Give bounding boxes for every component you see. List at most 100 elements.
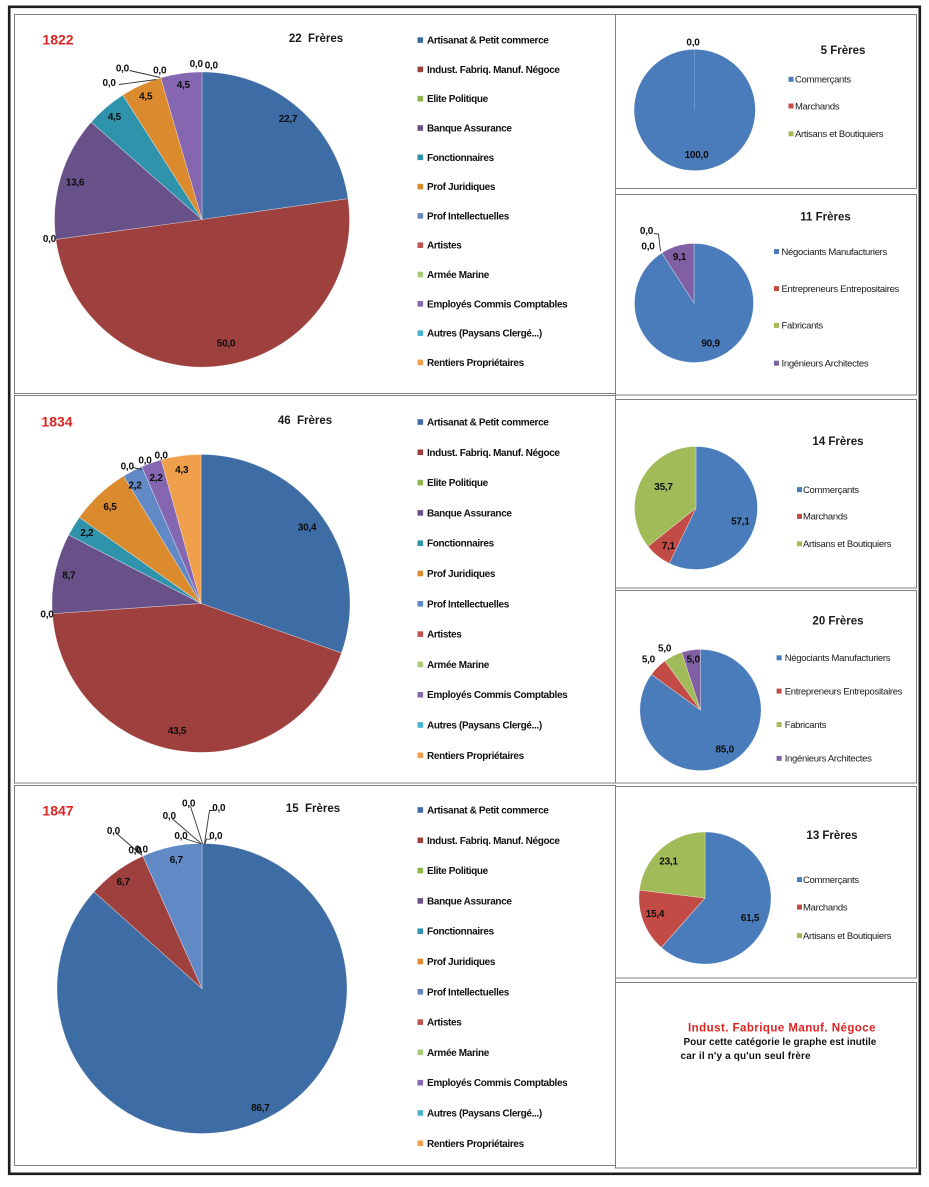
svg-text:15,4: 15,4 — [646, 909, 665, 920]
svg-text:Commerçants: Commerçants — [803, 875, 859, 886]
svg-text:Fonctionnaires: Fonctionnaires — [427, 539, 495, 550]
svg-text:0,0: 0,0 — [163, 811, 177, 822]
svg-text:Prof Intellectuelles: Prof Intellectuelles — [427, 987, 510, 998]
svg-text:5 Frères: 5 Frères — [821, 45, 866, 57]
svg-text:0,0: 0,0 — [212, 803, 226, 814]
svg-text:Indust. Fabrique Manuf. Négoce: Indust. Fabrique Manuf. Négoce — [688, 1023, 876, 1035]
svg-text:0,0: 0,0 — [182, 798, 196, 809]
svg-text:Artisanat & Petit commerce: Artisanat & Petit commerce — [427, 418, 549, 429]
svg-text:Indust. Fabriq. Manuf. Négoce: Indust. Fabriq. Manuf. Négoce — [427, 836, 560, 847]
svg-text:14 Frères: 14 Frères — [812, 436, 863, 448]
svg-text:1834: 1834 — [41, 413, 72, 429]
svg-text:Entrepreneurs Entrepositaires: Entrepreneurs Entrepositaires — [782, 284, 900, 295]
svg-text:Négociants Manufacturiers: Négociants Manufacturiers — [782, 247, 888, 258]
svg-text:0,0: 0,0 — [121, 461, 135, 472]
svg-text:Armée Marine: Armée Marine — [427, 660, 490, 671]
svg-text:Autres (Paysans Clergé...): Autres (Paysans Clergé...) — [427, 1109, 542, 1120]
svg-text:Prof Juridiques: Prof Juridiques — [427, 182, 496, 193]
svg-text:Elite Politique: Elite Politique — [427, 866, 489, 877]
svg-text:Prof Juridiques: Prof Juridiques — [427, 569, 496, 580]
svg-text:61,5: 61,5 — [741, 913, 760, 924]
svg-text:22 Frères: 22 Frères — [289, 33, 343, 45]
svg-text:0,0: 0,0 — [209, 831, 223, 842]
svg-text:5,0: 5,0 — [658, 644, 672, 655]
svg-text:23,1: 23,1 — [659, 857, 678, 868]
svg-text:1847: 1847 — [42, 802, 73, 818]
svg-text:Fonctionnaires: Fonctionnaires — [427, 153, 495, 164]
svg-text:Prof Intellectuelles: Prof Intellectuelles — [427, 599, 510, 610]
svg-text:Marchands: Marchands — [803, 902, 848, 913]
svg-text:Banque Assurance: Banque Assurance — [427, 508, 512, 519]
svg-text:Autres (Paysans Clergé...): Autres (Paysans Clergé...) — [427, 329, 542, 340]
svg-text:0,0: 0,0 — [640, 226, 654, 237]
svg-text:7,1: 7,1 — [662, 541, 676, 552]
svg-text:Entrepreneurs Entrepositaires: Entrepreneurs Entrepositaires — [785, 686, 903, 697]
svg-text:Employés Commis Comptables: Employés Commis Comptables — [427, 299, 568, 310]
svg-text:Artisans et Boutiquiers: Artisans et Boutiquiers — [803, 539, 892, 550]
svg-text:Elite Politique: Elite Politique — [427, 94, 489, 105]
svg-text:100,0: 100,0 — [685, 150, 709, 161]
svg-text:6,7: 6,7 — [117, 877, 131, 888]
svg-text:1822: 1822 — [42, 31, 73, 47]
svg-text:90,9: 90,9 — [701, 339, 720, 350]
svg-text:Artistes: Artistes — [427, 241, 462, 252]
svg-text:86,7: 86,7 — [251, 1103, 270, 1114]
svg-text:Rentiers Propriétaires: Rentiers Propriétaires — [427, 1139, 525, 1150]
svg-text:35,7: 35,7 — [654, 482, 673, 493]
svg-text:0,0: 0,0 — [138, 456, 152, 467]
svg-text:43,5: 43,5 — [168, 726, 187, 737]
svg-text:0,0: 0,0 — [103, 78, 117, 89]
svg-text:Fonctionnaires: Fonctionnaires — [427, 927, 495, 938]
svg-text:0,0: 0,0 — [116, 63, 130, 74]
svg-text:0,0: 0,0 — [190, 59, 204, 70]
svg-text:2,2: 2,2 — [80, 528, 94, 539]
svg-text:car il n'y a qu'un seul frère: car il n'y a qu'un seul frère — [681, 1051, 812, 1062]
svg-text:13,6: 13,6 — [66, 178, 85, 189]
svg-text:Ingénieurs Architectes: Ingénieurs Architectes — [785, 754, 872, 765]
svg-text:Ingénieurs Architectes: Ingénieurs Architectes — [782, 359, 869, 370]
svg-text:0,0: 0,0 — [128, 845, 142, 856]
svg-text:Artisans et Boutiquiers: Artisans et Boutiquiers — [803, 931, 892, 942]
svg-text:5,0: 5,0 — [642, 655, 656, 666]
svg-text:Artistes: Artistes — [427, 1018, 462, 1029]
svg-text:Employés Commis Comptables: Employés Commis Comptables — [427, 1078, 568, 1089]
svg-text:Marchands: Marchands — [803, 512, 848, 523]
svg-text:0,0: 0,0 — [686, 37, 700, 48]
svg-text:Prof Juridiques: Prof Juridiques — [427, 957, 496, 968]
svg-text:0,0: 0,0 — [43, 234, 57, 245]
svg-text:20 Frères: 20 Frères — [812, 616, 863, 628]
svg-text:Indust. Fabriq. Manuf. Négoce: Indust. Fabriq. Manuf. Négoce — [427, 65, 560, 76]
svg-text:0,0: 0,0 — [135, 844, 149, 855]
svg-text:Autres (Paysans Clergé...): Autres (Paysans Clergé...) — [427, 721, 542, 732]
svg-text:Pour cette catégorie le graphe: Pour cette catégorie le graphe est inuti… — [684, 1037, 877, 1048]
svg-text:0,0: 0,0 — [641, 242, 655, 253]
svg-text:6,5: 6,5 — [103, 502, 117, 513]
svg-text:Rentiers Propriétaires: Rentiers Propriétaires — [427, 358, 525, 369]
svg-text:Banque Assurance: Banque Assurance — [427, 124, 512, 135]
svg-text:2,2: 2,2 — [128, 480, 142, 491]
svg-text:Elite Politique: Elite Politique — [427, 478, 489, 489]
svg-text:4,5: 4,5 — [139, 92, 153, 103]
svg-text:46 Frères: 46 Frères — [278, 415, 332, 427]
svg-text:2,2: 2,2 — [150, 473, 164, 484]
svg-text:Artisans et Boutiquiers: Artisans et Boutiquiers — [795, 129, 884, 140]
svg-text:30,4: 30,4 — [298, 522, 317, 533]
svg-text:6,7: 6,7 — [170, 855, 184, 866]
svg-text:Rentiers Propriétaires: Rentiers Propriétaires — [427, 751, 525, 762]
svg-text:Indust. Fabriq. Manuf. Négoce: Indust. Fabriq. Manuf. Négoce — [427, 448, 560, 459]
svg-text:0,0: 0,0 — [205, 61, 219, 72]
svg-text:4,5: 4,5 — [177, 80, 191, 91]
svg-text:Armée Marine: Armée Marine — [427, 270, 490, 281]
svg-text:0,0: 0,0 — [155, 450, 169, 461]
svg-text:4,3: 4,3 — [175, 465, 189, 476]
svg-text:85,0: 85,0 — [715, 744, 734, 755]
svg-text:Négociants Manufacturiers: Négociants Manufacturiers — [785, 653, 891, 664]
svg-text:Artisanat & Petit commerce: Artisanat & Petit commerce — [427, 806, 549, 817]
svg-text:Prof Intellectuelles: Prof Intellectuelles — [427, 211, 510, 222]
svg-text:5,0: 5,0 — [687, 655, 701, 666]
svg-text:8,7: 8,7 — [62, 570, 76, 581]
svg-text:Commerçants: Commerçants — [795, 75, 851, 86]
svg-text:Banque Assurance: Banque Assurance — [427, 896, 512, 907]
svg-text:0,0: 0,0 — [107, 826, 121, 837]
svg-text:Artistes: Artistes — [427, 630, 462, 641]
